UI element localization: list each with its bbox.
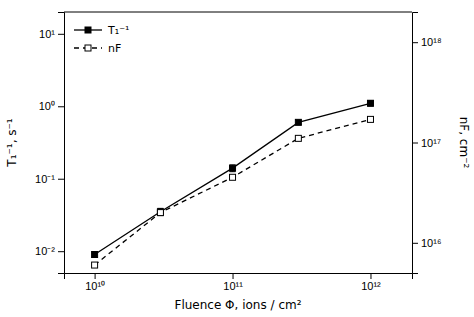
tick-label: 10¹¹ (223, 280, 243, 292)
y-axis-title: T₁⁻¹, s⁻¹ (5, 118, 19, 168)
series (92, 100, 374, 257)
tick-mark (58, 179, 64, 180)
error-bar (230, 165, 236, 172)
axis-line (413, 13, 419, 274)
tick-label: 10¹⁶ (421, 237, 441, 249)
tick: 10¹¹ (223, 273, 243, 292)
error-bar (367, 101, 373, 106)
marker (230, 165, 236, 171)
marker (230, 174, 236, 180)
tick-mark (58, 106, 64, 107)
legend: T₁⁻¹ nF (74, 24, 129, 55)
tick-label: 10¹⁰ (85, 280, 105, 292)
tick: 10¹⁰ (85, 273, 105, 292)
legend-marker (85, 27, 91, 33)
tick-mark (58, 251, 64, 252)
tick-label: 10⁻² (35, 245, 55, 257)
tick: 10⁻² (35, 245, 64, 257)
error-bar (295, 120, 301, 124)
tick-mark (412, 42, 418, 43)
error-bar (157, 208, 163, 215)
tick-label: 10¹⁸ (421, 36, 442, 48)
plot: 10¹⁰ 10¹¹ 10¹² 10⁻² 10⁻¹ 10⁰ 10¹ 10¹⁶ 10¹⁷ 10¹⁸ Fl… (5, 12, 471, 312)
tick: 10¹⁸ (412, 36, 442, 48)
series (92, 116, 374, 268)
tick-mark (95, 273, 96, 279)
tick: 10¹⁷ (412, 137, 441, 149)
axis-line (65, 274, 413, 280)
marker (295, 135, 301, 141)
line (95, 119, 371, 265)
marker (157, 209, 163, 215)
legend-marker (85, 45, 91, 51)
marker (92, 252, 98, 258)
y-axis: 10⁻² 10⁻¹ 10⁰ 10¹ (35, 13, 64, 274)
data-area (92, 100, 374, 268)
tick-mark (58, 34, 64, 35)
tick-label: 10¹⁷ (421, 137, 441, 149)
x-axis: 10¹⁰ 10¹¹ 10¹² (65, 273, 413, 292)
marker (157, 210, 163, 216)
legend-item: nF (74, 42, 121, 55)
marker (367, 116, 373, 122)
frame (64, 12, 412, 13)
marker (295, 119, 301, 125)
marker (92, 262, 98, 268)
error-bar (92, 252, 98, 258)
y2-axis-title: nF, cm⁻² (457, 117, 471, 169)
legend-label: T₁⁻¹ (107, 24, 129, 37)
tick-label: 10¹² (361, 280, 381, 292)
tick-mark (412, 143, 418, 144)
line (95, 103, 371, 254)
x-axis-title: Fluence Φ, ions / cm² (174, 298, 301, 312)
marker (367, 100, 373, 106)
tick-mark (233, 273, 234, 279)
tick: 10⁻¹ (35, 173, 64, 185)
tick-label: 10⁰ (39, 100, 55, 112)
axis-line (58, 13, 65, 274)
tick: 10¹² (361, 273, 381, 292)
tick: 10⁰ (39, 100, 64, 112)
tick: 10¹⁶ (412, 237, 441, 249)
tick: 10¹ (39, 28, 64, 40)
legend-label: nF (108, 42, 121, 55)
tick-label: 10¹ (39, 28, 55, 40)
chart: 10¹⁰ 10¹¹ 10¹² 10⁻² 10⁻¹ 10⁰ 10¹ 10¹⁶ 10¹⁷ 10¹⁸ Fl… (0, 0, 474, 317)
tick-mark (370, 273, 371, 279)
legend-item: T₁⁻¹ (74, 24, 129, 37)
y2-axis: 10¹⁶ 10¹⁷ 10¹⁸ (412, 13, 442, 274)
tick-mark (412, 243, 418, 244)
tick-label: 10⁻¹ (35, 173, 55, 185)
